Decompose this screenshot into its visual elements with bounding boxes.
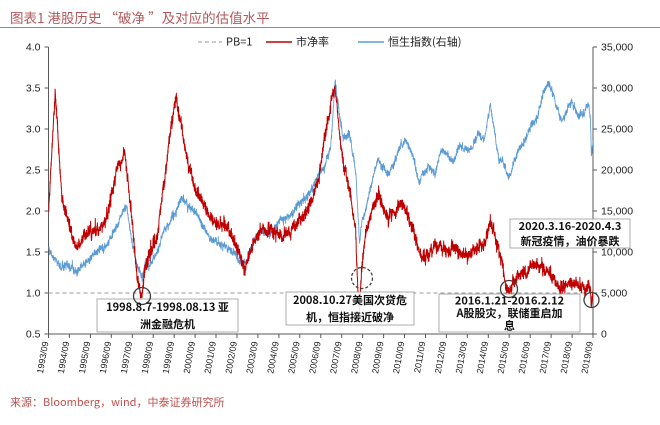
- svg-text:1994/09: 1994/09: [56, 341, 71, 375]
- svg-text:息: 息: [504, 318, 515, 334]
- svg-text:2017/09: 2017/09: [538, 341, 553, 375]
- svg-text:2008/09: 2008/09: [349, 341, 364, 375]
- svg-text:2008.10.27美国次贷危: 2008.10.27美国次贷危: [293, 292, 407, 308]
- svg-text:2012/09: 2012/09: [433, 341, 448, 375]
- svg-text:2000/09: 2000/09: [182, 341, 197, 375]
- svg-text:2002/09: 2002/09: [223, 341, 238, 375]
- svg-text:2011/09: 2011/09: [412, 341, 427, 374]
- svg-text:2006/09: 2006/09: [307, 341, 322, 375]
- svg-text:5,000: 5,000: [601, 288, 627, 300]
- svg-text:15,000: 15,000: [601, 206, 633, 218]
- svg-text:机，恒指接近破净: 机，恒指接近破净: [306, 309, 394, 325]
- svg-text:市净率: 市净率: [296, 34, 329, 50]
- svg-text:35,000: 35,000: [601, 42, 633, 54]
- svg-text:2.5: 2.5: [26, 165, 41, 177]
- svg-text:新冠疫情，油价暴跌: 新冠疫情，油价暴跌: [521, 233, 620, 249]
- svg-text:3.5: 3.5: [26, 83, 41, 95]
- svg-text:1997/09: 1997/09: [119, 341, 134, 375]
- svg-text:2004/09: 2004/09: [265, 341, 280, 375]
- svg-text:2009/09: 2009/09: [370, 341, 385, 375]
- svg-text:2014/09: 2014/09: [475, 341, 490, 375]
- svg-text:2018/09: 2018/09: [559, 341, 574, 375]
- svg-text:1998/09: 1998/09: [140, 341, 155, 375]
- svg-text:洲金融危机: 洲金融危机: [140, 316, 195, 332]
- svg-text:1995/09: 1995/09: [77, 341, 92, 375]
- svg-text:1.5: 1.5: [26, 247, 41, 259]
- svg-text:2007/09: 2007/09: [328, 341, 343, 375]
- svg-text:2016/09: 2016/09: [517, 341, 532, 375]
- svg-text:1993/09: 1993/09: [35, 341, 50, 375]
- svg-text:1999/09: 1999/09: [161, 341, 176, 375]
- svg-text:30,000: 30,000: [601, 83, 633, 95]
- svg-text:2010/09: 2010/09: [391, 341, 406, 375]
- svg-text:恒生指数(右轴): 恒生指数(右轴): [388, 34, 461, 50]
- svg-text:3.0: 3.0: [26, 124, 41, 136]
- svg-text:PB=1: PB=1: [226, 34, 252, 50]
- svg-text:2005/09: 2005/09: [286, 341, 301, 375]
- svg-text:2013/09: 2013/09: [454, 341, 469, 375]
- svg-text:2.0: 2.0: [26, 206, 41, 218]
- svg-text:0.5: 0.5: [26, 329, 41, 341]
- svg-text:2015/09: 2015/09: [496, 341, 511, 375]
- svg-text:4.0: 4.0: [26, 42, 41, 54]
- svg-text:2019/09: 2019/09: [579, 341, 594, 375]
- svg-text:1996/09: 1996/09: [98, 341, 113, 375]
- svg-text:20,000: 20,000: [601, 165, 633, 177]
- svg-text:1.0: 1.0: [26, 288, 41, 300]
- svg-text:2001/09: 2001/09: [202, 341, 217, 375]
- svg-text:1998.8.7-1998.08.13 亚: 1998.8.7-1998.08.13 亚: [106, 299, 229, 315]
- svg-text:2003/09: 2003/09: [244, 341, 259, 375]
- svg-text:0: 0: [601, 329, 607, 341]
- svg-text:25,000: 25,000: [601, 124, 633, 136]
- svg-text:2020.3.16-2020.4.3: 2020.3.16-2020.4.3: [519, 218, 622, 234]
